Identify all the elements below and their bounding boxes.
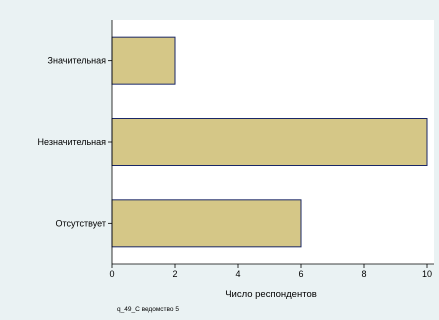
x-tick-label: 6 xyxy=(298,269,303,279)
y-axis: Значительная Незначительная Отсутствует xyxy=(38,20,113,264)
x-tick-label: 10 xyxy=(422,269,432,279)
y-tick-label: Отсутствует xyxy=(56,218,106,228)
x-tick-label: 2 xyxy=(172,269,177,279)
y-tick-label: Значительная xyxy=(48,56,107,66)
x-tick-label: 4 xyxy=(235,269,240,279)
x-tick-label: 8 xyxy=(361,269,366,279)
x-axis: 0 2 4 6 8 10 xyxy=(109,263,434,279)
bar-3 xyxy=(111,199,302,248)
bar-1 xyxy=(111,36,176,85)
bar-2 xyxy=(111,118,428,166)
x-tick-label: 0 xyxy=(109,269,114,279)
chart-note: q_49_С ведомство 5 xyxy=(117,306,179,313)
bars-layer xyxy=(111,36,428,248)
x-axis-title: Число респондентов xyxy=(225,289,317,300)
y-tick-label: Незначительная xyxy=(38,137,107,147)
